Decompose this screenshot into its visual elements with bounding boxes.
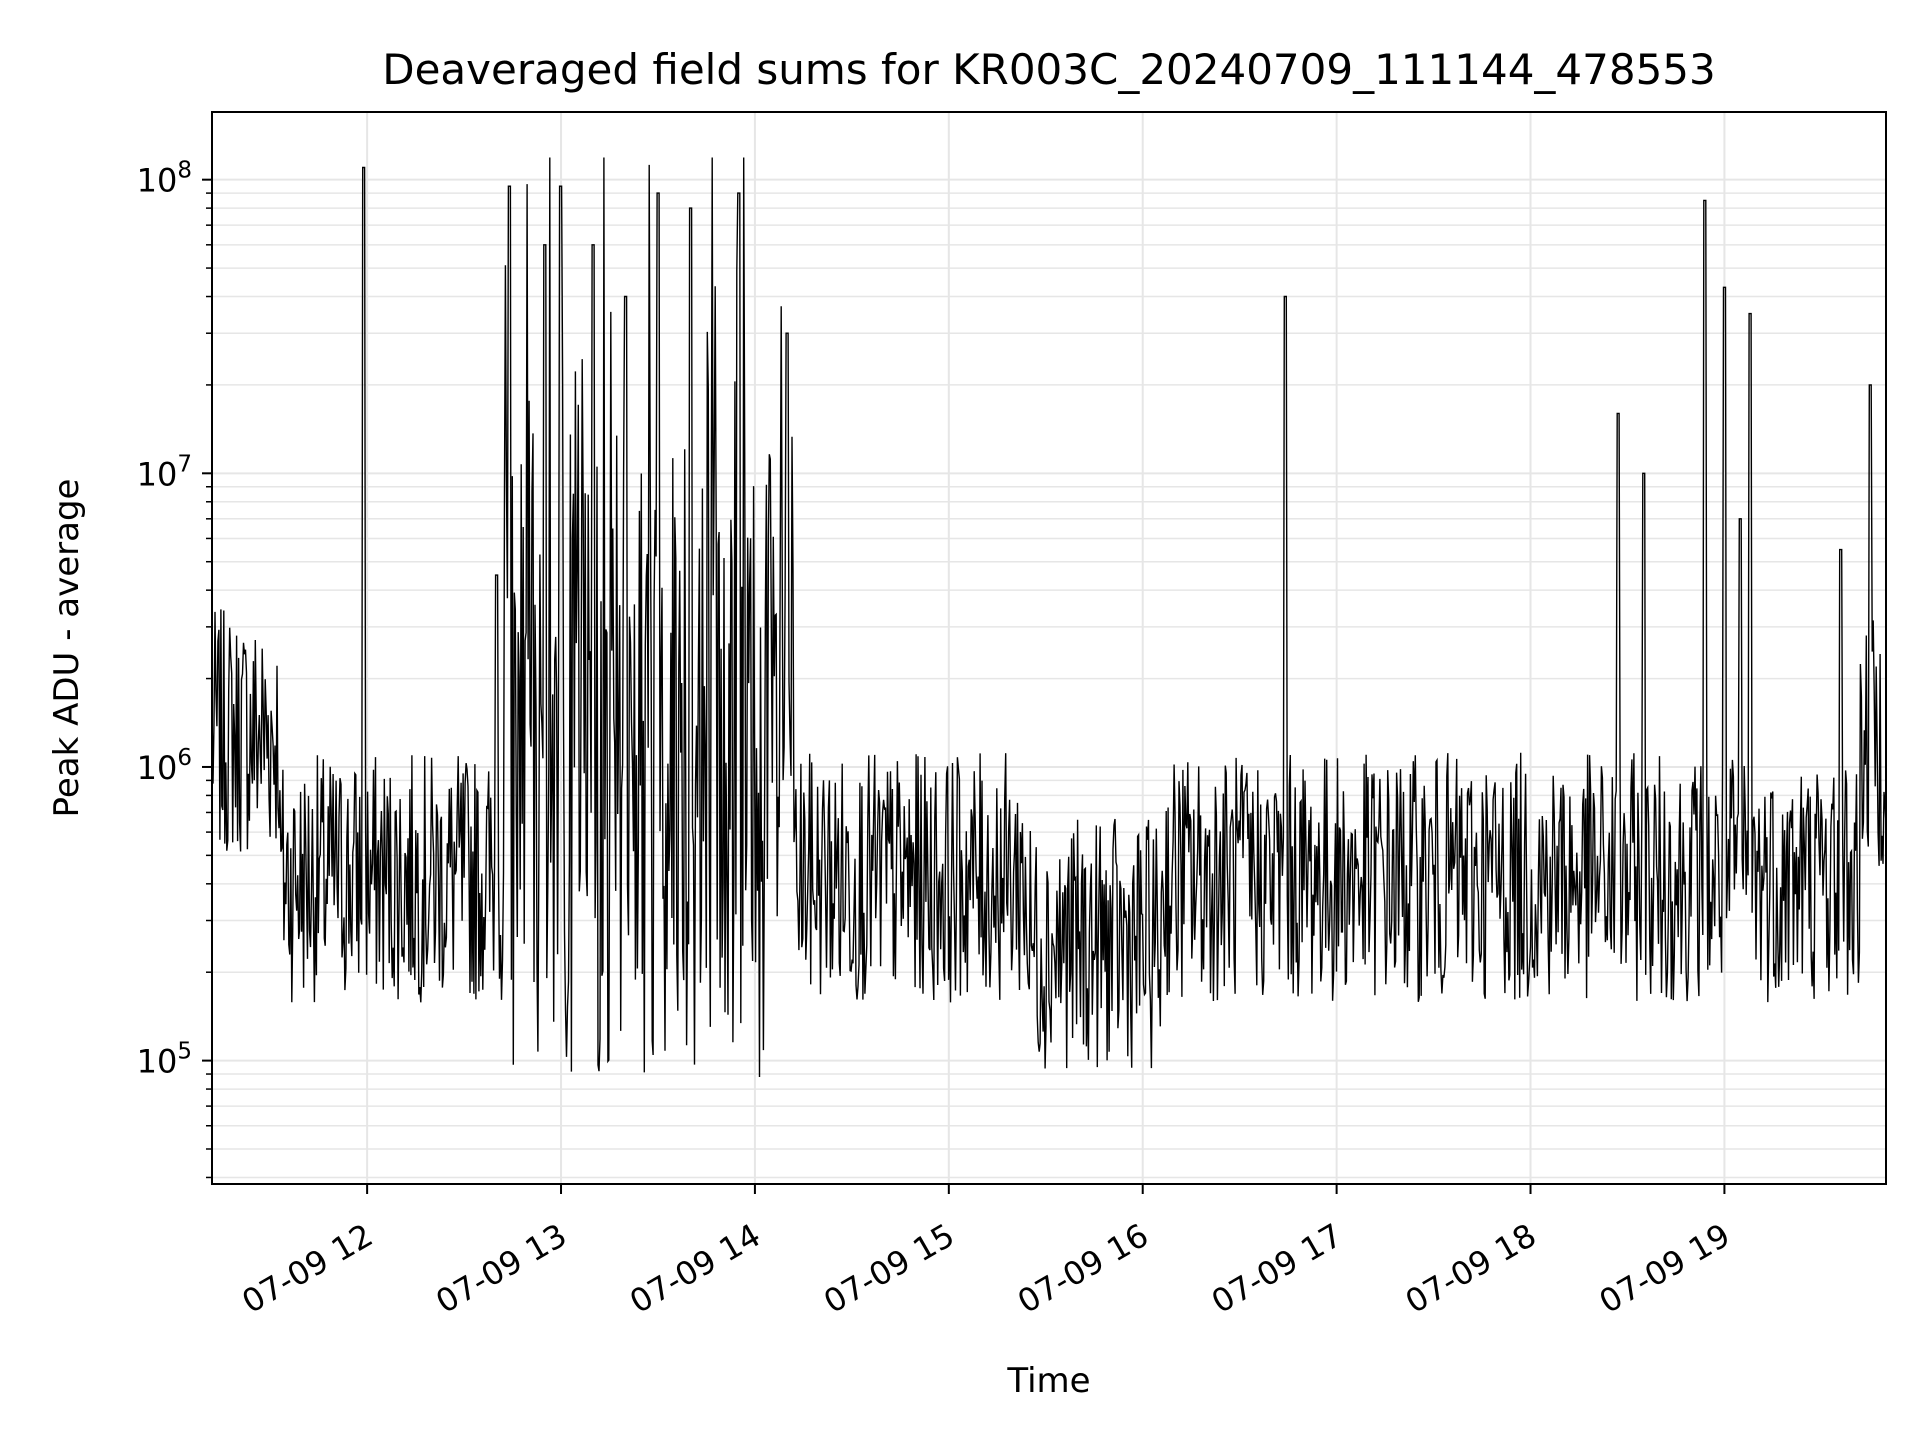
y-tick-base: 10 xyxy=(137,162,178,200)
y-tick-exponent: 6 xyxy=(177,745,192,771)
y-axis-label: Peak ADU - average xyxy=(47,479,87,818)
plot-frame xyxy=(211,111,1887,1185)
y-tick-label: 107 xyxy=(137,451,192,493)
y-tick-label: 106 xyxy=(137,745,192,787)
series-line xyxy=(211,157,1887,1078)
y-tick-exponent: 7 xyxy=(177,451,192,477)
x-axis-label: Time xyxy=(1006,1361,1090,1401)
y-tick-label: 105 xyxy=(137,1039,192,1081)
data-layer xyxy=(211,157,1887,1078)
y-tick-label: 108 xyxy=(137,158,192,200)
y-tick-base: 10 xyxy=(137,1043,178,1081)
y-tick-exponent: 5 xyxy=(177,1039,192,1065)
y-tick-base: 10 xyxy=(137,749,178,787)
chart-title: Deaveraged field sums for KR003C_2024070… xyxy=(382,45,1716,94)
y-tick-base: 10 xyxy=(137,455,178,493)
y-tick-exponent: 8 xyxy=(177,158,192,184)
